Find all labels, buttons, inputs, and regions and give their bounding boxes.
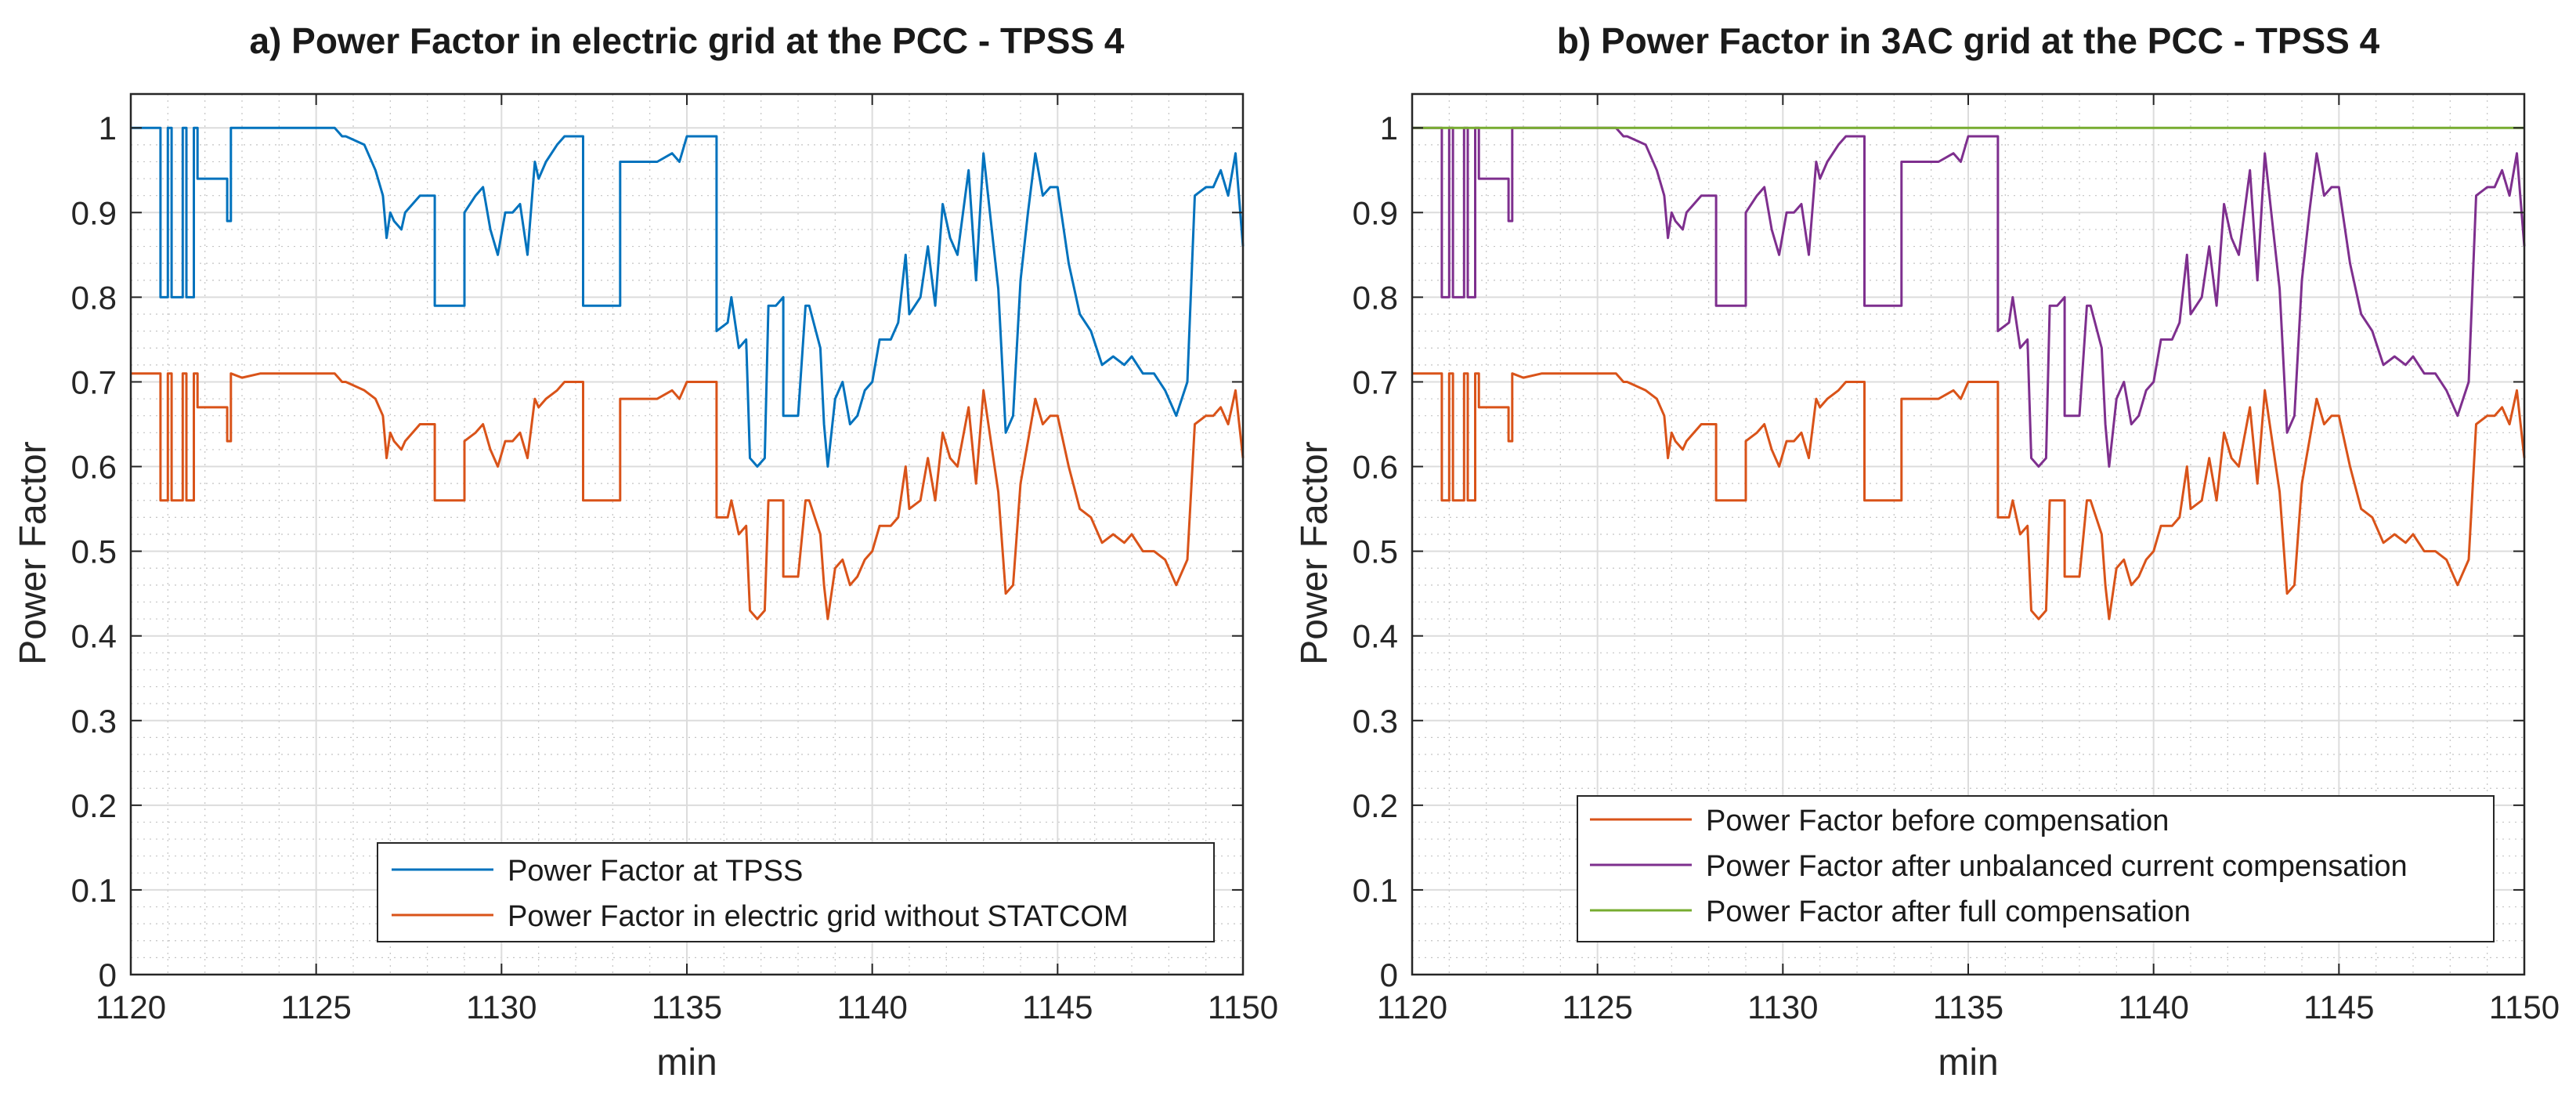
- chart-title: a) Power Factor in electric grid at the …: [249, 20, 1124, 61]
- chart-panel-a: a) Power Factor in electric grid at the …: [13, 20, 1278, 1083]
- y-tick-label: 0.5: [1353, 534, 1398, 570]
- legend: Power Factor at TPSS Power Factor in ele…: [377, 842, 1215, 942]
- y-tick-label: 0.3: [1353, 703, 1398, 740]
- x-tick-label: 1145: [2303, 989, 2374, 1025]
- x-tick-label: 1120: [1377, 989, 1447, 1025]
- y-tick-label: 1: [99, 110, 117, 146]
- legend-label-unbalanced-compensation: Power Factor after unbalanced current co…: [1706, 850, 2408, 883]
- y-tick-label: 0.1: [1353, 872, 1398, 909]
- y-axis-label: Power Factor: [13, 441, 54, 664]
- y-tick-label: 0.1: [71, 872, 117, 909]
- y-tick-label: 0.9: [71, 194, 117, 231]
- x-tick-label: 1120: [96, 989, 166, 1025]
- x-ticks: 1120 1125 1130 1135 1140 1145 1150: [1377, 94, 2560, 1025]
- y-tick-label: 0.7: [71, 364, 117, 400]
- y-tick-label: 0: [1380, 957, 1398, 993]
- y-tick-label: 1: [1380, 110, 1398, 146]
- y-tick-label: 0.8: [1353, 279, 1398, 316]
- legend-box: [377, 842, 1215, 942]
- legend-label-grid-without-statcom: Power Factor in electric grid without ST…: [508, 900, 1129, 933]
- x-tick-label: 1125: [281, 989, 352, 1025]
- x-tick-label: 1130: [1747, 989, 1818, 1025]
- x-axis-label: min: [656, 1042, 717, 1083]
- x-ticks: 1120 1125 1130 1135 1140 1145 1150: [96, 94, 1278, 1025]
- series-line: [131, 372, 1245, 620]
- y-tick-label: 0.6: [1353, 449, 1398, 486]
- y-tick-label: 0.9: [1353, 194, 1398, 231]
- x-tick-label: 1150: [2489, 989, 2560, 1025]
- y-tick-label: 0.3: [71, 703, 117, 740]
- y-ticks: 0 0.1 0.2 0.3 0.4 0.5 0.6 0.7 0.8 0.9 1: [71, 110, 1243, 993]
- chart-panel-b: b) Power Factor in 3AC grid at the PCC -…: [1294, 20, 2560, 1083]
- x-tick-label: 1140: [2119, 989, 2189, 1025]
- y-tick-label: 0.8: [71, 279, 117, 316]
- y-tick-label: 0.6: [71, 449, 117, 486]
- x-tick-label: 1125: [1563, 989, 1633, 1025]
- x-tick-label: 1150: [1208, 989, 1278, 1025]
- legend-label-full-compensation: Power Factor after full compensation: [1706, 895, 2191, 928]
- chart-title: b) Power Factor in 3AC grid at the PCC -…: [1557, 20, 2380, 61]
- series-line: [1412, 372, 2526, 620]
- y-tick-label: 0.2: [71, 787, 117, 824]
- y-tick-label: 0.4: [71, 618, 117, 655]
- x-tick-label: 1135: [652, 989, 722, 1025]
- series-line: [131, 126, 1245, 468]
- y-ticks: 0 0.1 0.2 0.3 0.4 0.5 0.6 0.7 0.8 0.9 1: [1353, 110, 2524, 993]
- x-tick-label: 1140: [837, 989, 908, 1025]
- y-tick-label: 0.5: [71, 534, 117, 570]
- x-tick-label: 1130: [466, 989, 537, 1025]
- minor-grid: [131, 94, 1243, 975]
- y-tick-label: 0.4: [1353, 618, 1398, 655]
- y-tick-label: 0.7: [1353, 364, 1398, 400]
- legend-label-tpss: Power Factor at TPSS: [508, 855, 803, 888]
- series-lines: [1412, 126, 2526, 620]
- series-lines: [131, 126, 1245, 620]
- legend-label-before-compensation: Power Factor before compensation: [1706, 805, 2169, 837]
- legend: Power Factor before compensation Power F…: [1577, 795, 2495, 942]
- y-axis-label: Power Factor: [1294, 441, 1335, 664]
- legend-box: [1577, 795, 2495, 942]
- x-tick-label: 1135: [1933, 989, 2003, 1025]
- x-tick-label: 1145: [1022, 989, 1093, 1025]
- x-axis-label: min: [1938, 1042, 1998, 1083]
- y-tick-label: 0.2: [1353, 787, 1398, 824]
- y-tick-label: 0: [99, 957, 117, 993]
